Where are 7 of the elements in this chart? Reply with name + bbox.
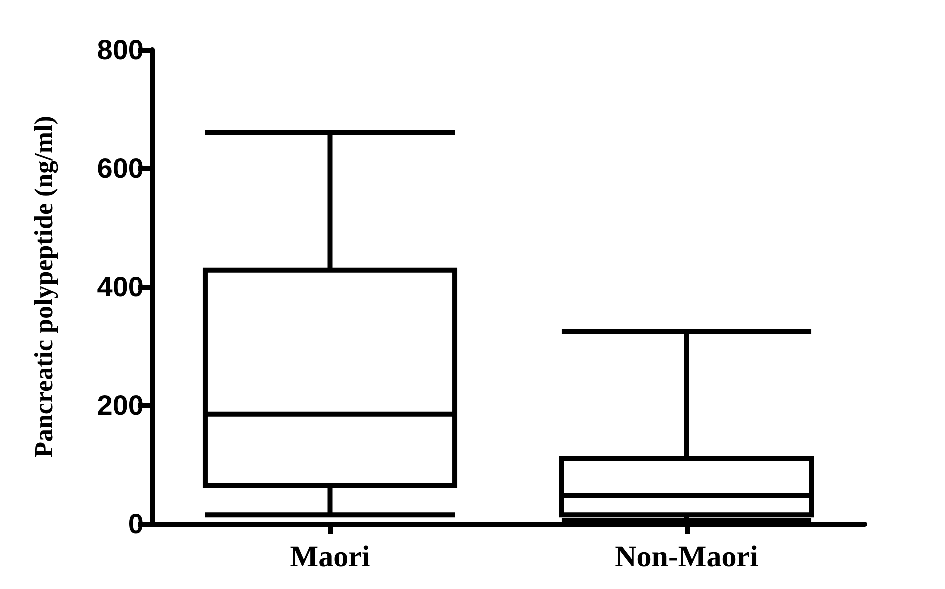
y-axis-title: Pancreatic polypeptide (ng/ml) bbox=[30, 116, 58, 458]
y-tick-label: 600 bbox=[97, 153, 144, 184]
y-tick-label: 200 bbox=[97, 390, 144, 421]
y-tick-label: 400 bbox=[97, 272, 144, 302]
y-tick-label: 800 bbox=[97, 34, 144, 66]
x-tick-label: Maori bbox=[290, 540, 370, 574]
x-tick-label: Non-Maori bbox=[615, 540, 758, 574]
